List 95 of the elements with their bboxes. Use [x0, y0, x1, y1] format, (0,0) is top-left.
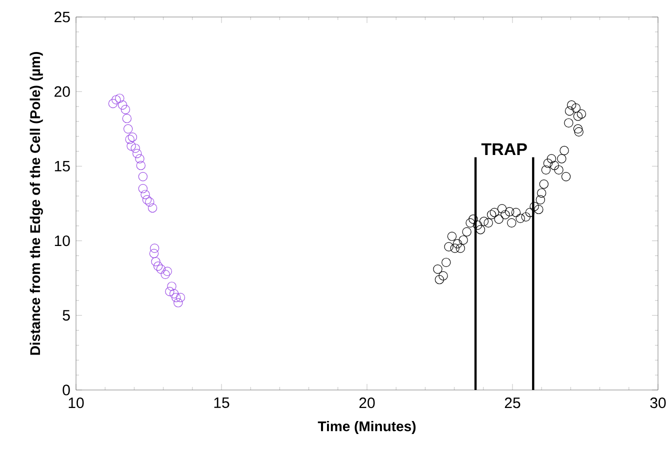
point: [149, 248, 159, 258]
point: [557, 154, 566, 164]
point: [539, 179, 549, 189]
y-tick-label: 25: [54, 12, 70, 22]
point: [456, 244, 466, 253]
point: [123, 124, 133, 134]
annotation: TRAP: [481, 143, 527, 156]
point: [472, 220, 482, 230]
point: [145, 197, 154, 207]
point: [174, 298, 183, 308]
point: [573, 124, 583, 134]
y-axis-title: Distance from the Edge of the Cell (Pole) (µm): [30, 52, 43, 355]
point: [118, 100, 128, 110]
point: [128, 132, 138, 142]
point: [450, 244, 460, 253]
point: [112, 95, 121, 104]
point: [148, 203, 158, 213]
point: [458, 235, 468, 245]
point: [564, 106, 574, 116]
point: [543, 158, 553, 168]
point: [125, 134, 134, 144]
point: [476, 225, 486, 234]
point: [172, 292, 181, 302]
point: [486, 210, 496, 220]
point: [561, 172, 571, 182]
point: [571, 103, 581, 113]
point: [169, 289, 179, 298]
point: [167, 282, 176, 291]
point: [156, 264, 166, 274]
point: [574, 127, 584, 136]
point: [564, 118, 574, 128]
point: [573, 112, 583, 121]
y-tick-label: 15: [54, 160, 70, 172]
point: [466, 218, 475, 228]
point: [433, 264, 442, 274]
point: [438, 271, 448, 280]
point: [120, 104, 130, 114]
x-tick-label: 25: [504, 398, 520, 408]
point: [140, 190, 150, 200]
point: [122, 114, 132, 124]
point: [108, 98, 118, 108]
point: [150, 244, 160, 253]
y-tick-label: 0: [62, 384, 70, 396]
point: [550, 160, 559, 170]
point: [115, 94, 124, 103]
point: [142, 195, 152, 204]
point: [546, 154, 556, 164]
point: [151, 257, 160, 266]
point: [479, 216, 489, 226]
point: [500, 210, 510, 220]
point: [554, 165, 564, 175]
x-tick-label: 30: [650, 398, 666, 408]
point: [160, 270, 170, 279]
point: [126, 141, 136, 151]
point: [566, 100, 576, 110]
x-axis-title: Time (Minutes): [318, 421, 416, 434]
point: [468, 214, 478, 224]
point: [490, 208, 500, 218]
point: [442, 258, 451, 268]
point: [162, 266, 172, 276]
y-tick-label: 5: [62, 310, 70, 321]
point: [541, 165, 551, 175]
x-tick-label: 15: [214, 398, 230, 408]
point: [165, 286, 174, 296]
y-tick-label: 10: [54, 235, 70, 246]
point: [138, 184, 148, 194]
point: [525, 208, 535, 218]
y-tick-label: 20: [54, 86, 70, 97]
point: [135, 154, 144, 164]
point: [138, 172, 148, 182]
point: [444, 242, 454, 252]
point: [576, 109, 586, 119]
point: [516, 214, 525, 224]
point: [494, 214, 504, 224]
point: [484, 218, 493, 228]
point: [521, 212, 530, 222]
point: [462, 227, 472, 236]
point: [536, 195, 546, 204]
point: [507, 218, 516, 228]
x-tick-label: 20: [359, 398, 375, 408]
point: [511, 208, 521, 218]
point: [497, 204, 507, 214]
point: [452, 239, 462, 248]
point: [447, 232, 457, 241]
point: [130, 144, 140, 153]
point: [536, 188, 546, 198]
point: [136, 160, 146, 170]
point: [530, 202, 539, 212]
point: [560, 146, 569, 156]
point: [434, 274, 444, 284]
point: [132, 148, 142, 158]
point: [534, 204, 544, 214]
point: [153, 262, 163, 271]
point: [176, 292, 186, 302]
point: [504, 207, 514, 216]
